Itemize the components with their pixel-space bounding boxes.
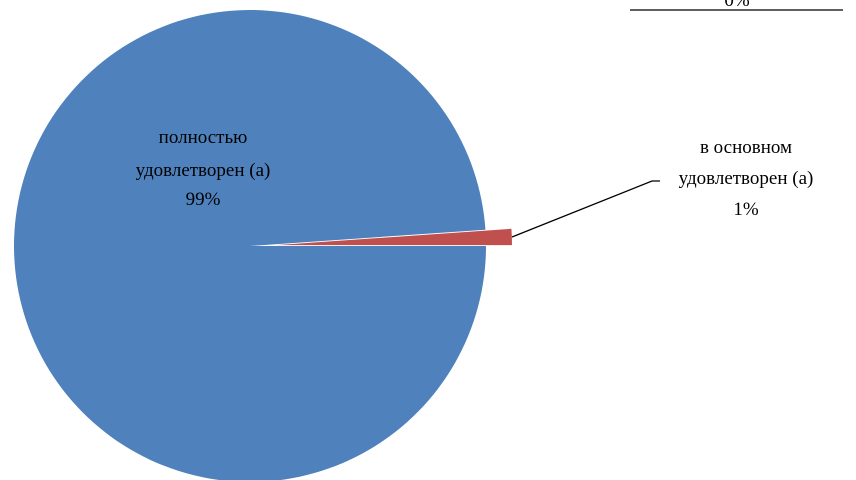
slice-label-1-percent: 99% (186, 189, 221, 210)
pie-slices (14, 10, 512, 480)
slice-label-3-percent: 0% (724, 0, 750, 11)
slice-label-2-line2: удовлетворен (а) (679, 168, 814, 189)
slice-label-1-line1: полностью (159, 127, 248, 148)
pie-slice-2 (275, 228, 512, 246)
pie-slice-1 (14, 10, 486, 480)
slice-label-1-line2: удовлетворен (а) (136, 160, 271, 181)
leader-line-slice-2 (511, 180, 660, 238)
slice-label-2-percent: 1% (733, 199, 759, 220)
slice-label-2-line1: в основном (700, 137, 792, 158)
